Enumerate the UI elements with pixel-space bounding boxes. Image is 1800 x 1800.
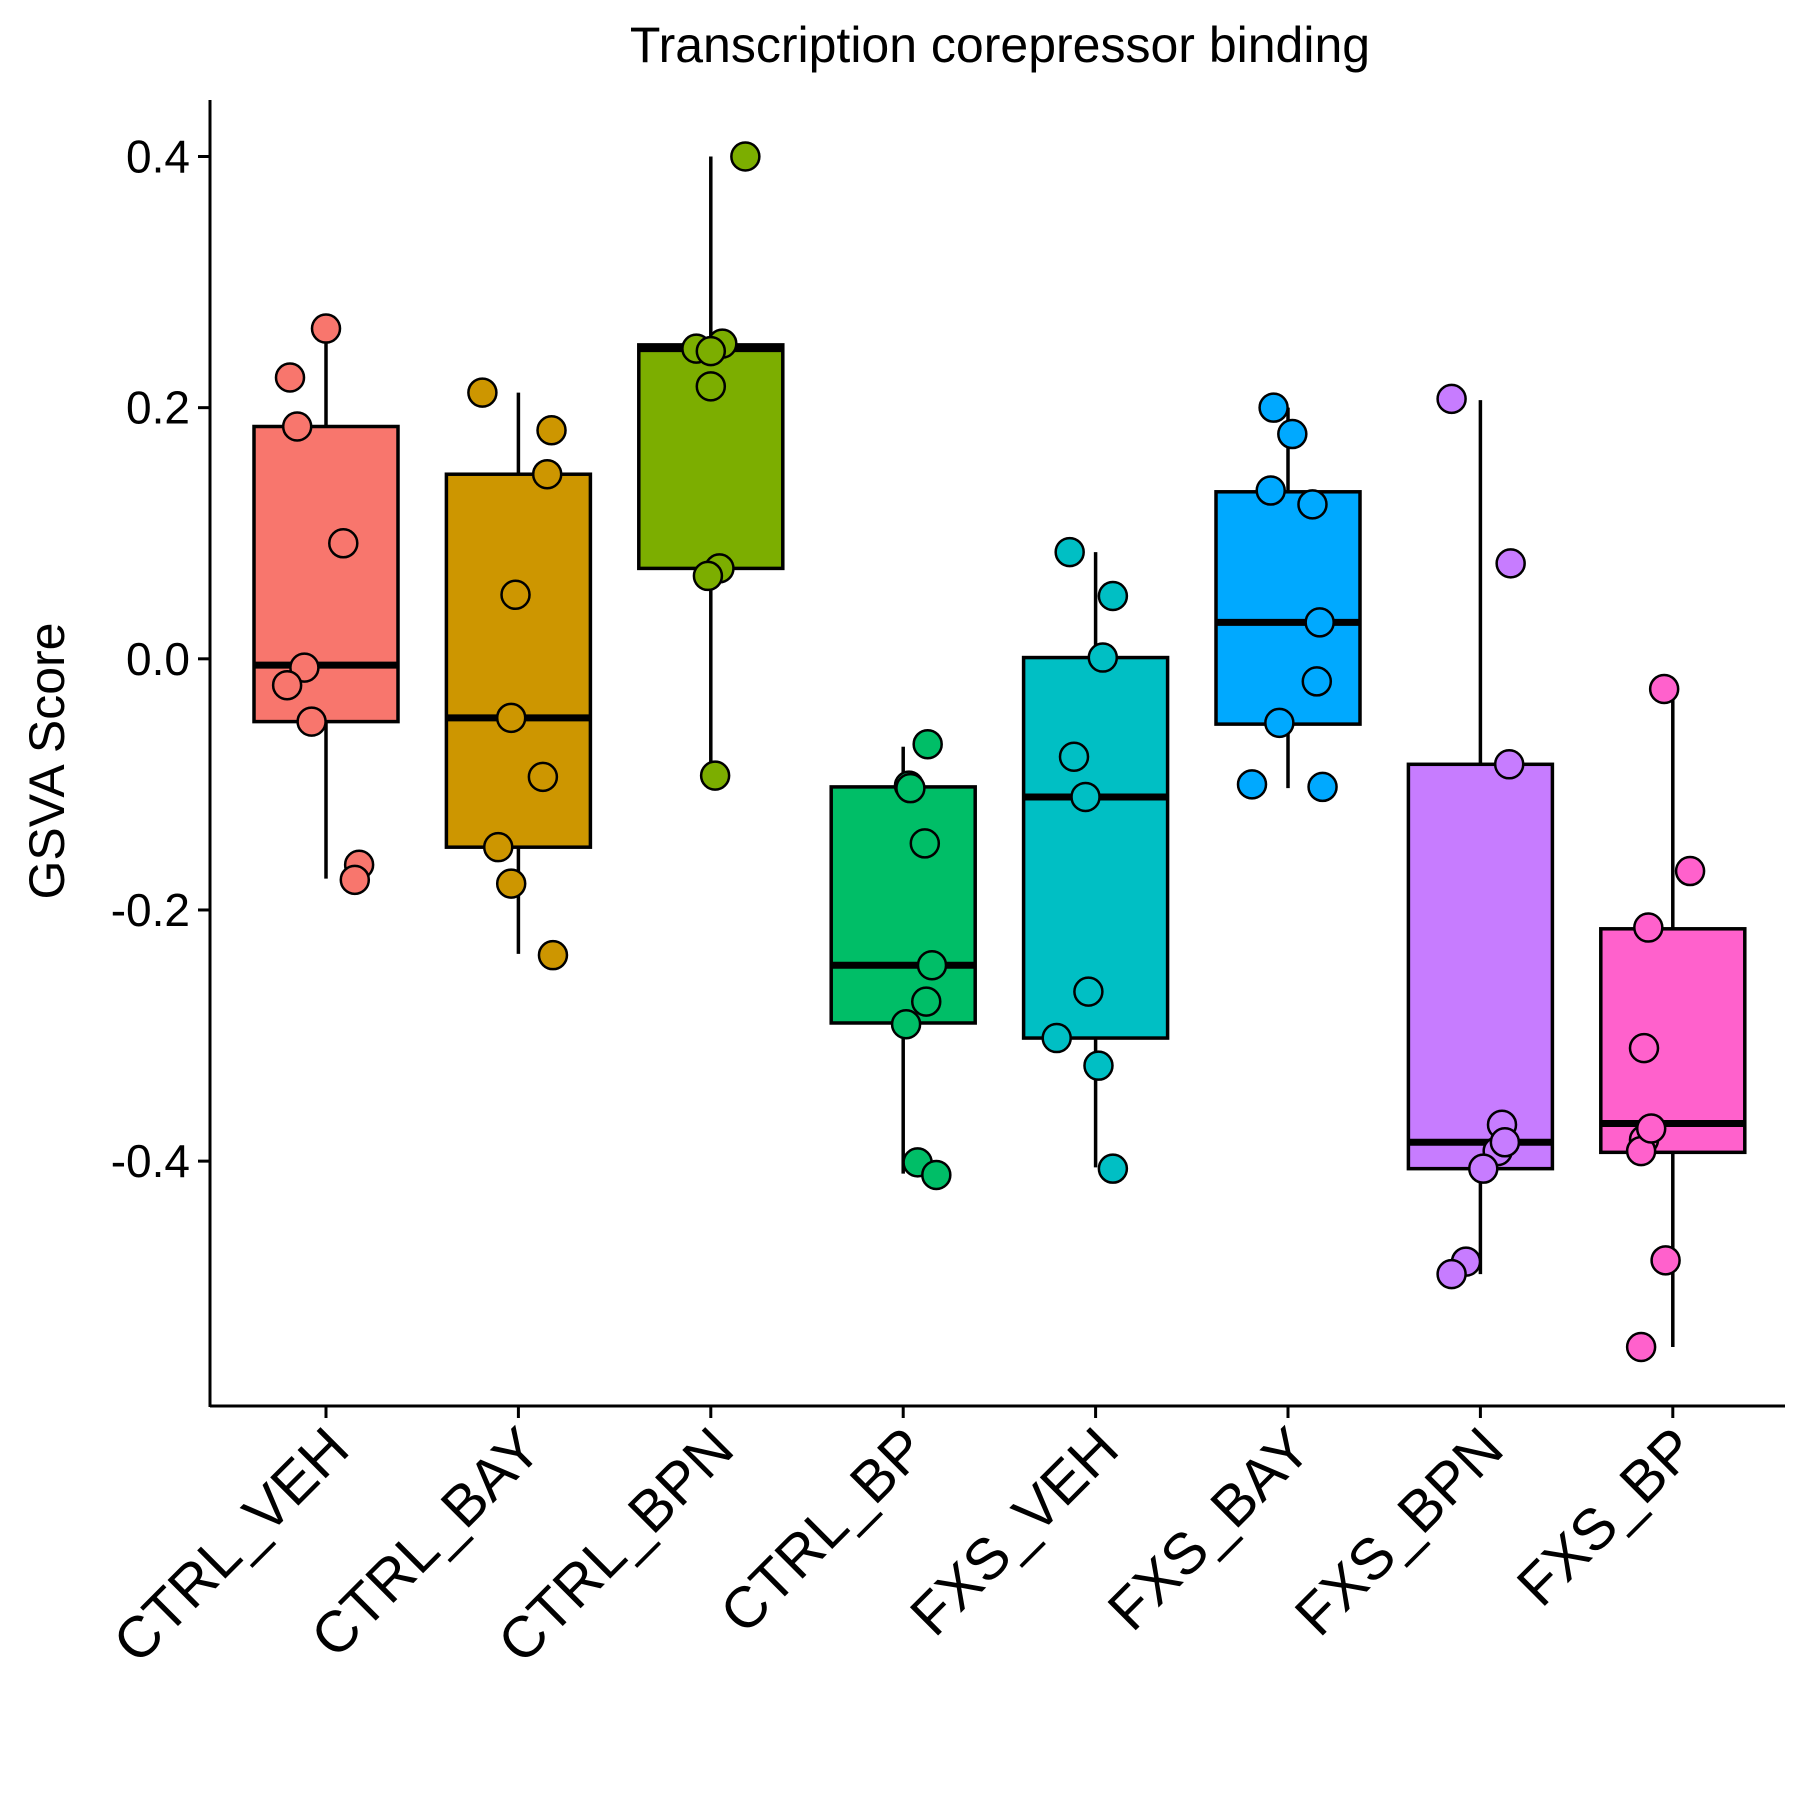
box-iqr (444, 472, 593, 849)
data-point (1087, 642, 1119, 673)
x-axis-ticks: CTRL_VEHCTRL_BAYCTRL_BPNCTRL_BPFXS_VEHFX… (101, 1406, 1708, 1675)
data-point (695, 335, 727, 367)
data-point (895, 772, 926, 804)
points-ctrl-bpn (681, 141, 761, 791)
box-fxs-veh (1021, 552, 1170, 1168)
data-point (1277, 418, 1308, 450)
box-iqr (1214, 490, 1362, 726)
data-point (1264, 707, 1295, 739)
box-iqr (1406, 762, 1555, 1171)
data-point (1650, 1245, 1681, 1276)
data-point (531, 458, 563, 490)
data-point (274, 362, 306, 393)
box-fxs-bay (1214, 407, 1362, 789)
data-point (1097, 580, 1129, 612)
data-point (1041, 1022, 1072, 1054)
data-point (909, 828, 941, 859)
box-iqr (1021, 655, 1170, 1040)
data-point (281, 411, 313, 442)
data-point (1625, 1331, 1657, 1363)
data-point (1070, 781, 1101, 813)
data-point (1628, 1032, 1660, 1064)
data-point (1648, 673, 1680, 705)
chart-title: Transcription corepressor binding (630, 17, 1370, 73)
data-point (495, 702, 527, 734)
data-point (1255, 475, 1286, 506)
points-fxs-bp (1625, 673, 1706, 1363)
y-tick-label: 0.4 (126, 131, 190, 183)
data-point (692, 560, 724, 592)
data-point (912, 728, 943, 760)
data-point (1468, 1153, 1499, 1184)
data-point (695, 371, 727, 402)
y-axis-ticks: -0.4 -0.2 0.0 0.2 0.4 (111, 131, 210, 1187)
data-point (699, 760, 731, 791)
data-point (1297, 489, 1328, 520)
data-point (1236, 769, 1268, 800)
box-fxs-bp (1599, 699, 1747, 1347)
data-point (890, 1008, 922, 1040)
data-point (1635, 1113, 1667, 1144)
y-tick-label: 0.0 (126, 633, 190, 685)
points-ctrl-bay (467, 377, 569, 971)
box-fxs-bpn (1406, 400, 1555, 1275)
points-ctrl-bp (890, 728, 952, 1191)
data-point (482, 831, 514, 863)
box-iqr (1599, 927, 1747, 1155)
data-point (1058, 741, 1090, 773)
data-point (1073, 976, 1104, 1007)
points-fxs-veh (1041, 536, 1129, 1184)
points-fxs-bpn (1436, 383, 1526, 1290)
axes (208, 100, 1785, 1408)
data-point (1633, 912, 1664, 943)
y-tick-label: -0.4 (111, 1135, 190, 1187)
data-point (1258, 392, 1289, 423)
point-layer (271, 141, 1706, 1363)
data-point (1495, 548, 1526, 579)
data-point (500, 579, 531, 611)
data-point (527, 761, 559, 793)
data-point (271, 669, 303, 701)
data-point (328, 528, 359, 559)
data-point (1054, 536, 1085, 568)
x-tick-label: FXS_BPN (1283, 1415, 1516, 1648)
data-point (916, 949, 948, 981)
data-point (1436, 383, 1467, 415)
data-point (495, 868, 527, 899)
box-ctrl-bpn (637, 156, 785, 776)
x-tick-label: FXS_VEH (898, 1415, 1131, 1648)
data-point (1489, 1127, 1521, 1158)
data-point (1083, 1050, 1114, 1081)
data-point (1097, 1153, 1129, 1184)
y-tick-label: -0.2 (111, 884, 190, 936)
data-point (910, 986, 942, 1017)
box-iqr (829, 785, 977, 1025)
data-point (310, 313, 342, 344)
data-point (1301, 666, 1333, 697)
box-iqr (252, 424, 400, 724)
data-point (1674, 855, 1706, 887)
data-point (467, 377, 498, 408)
y-tick-label: 0.2 (126, 382, 190, 434)
points-fxs-bay (1236, 392, 1338, 803)
data-point (339, 864, 371, 896)
data-point (537, 939, 569, 971)
y-axis-label: GSVA Score (19, 623, 75, 900)
x-tick-label: FXS_BP (1505, 1415, 1708, 1618)
x-tick-label: CTRL_BP (708, 1415, 939, 1646)
box-ctrl-bay (444, 392, 593, 954)
box-ctrl-veh (252, 326, 400, 879)
data-point (536, 415, 567, 446)
box-ctrl-bp (829, 746, 977, 1174)
data-point (921, 1159, 952, 1191)
box-layer (252, 156, 1747, 1347)
data-point (1304, 607, 1335, 638)
points-ctrl-veh (271, 313, 375, 896)
data-point (730, 141, 761, 172)
data-point (1307, 771, 1338, 803)
data-point (1493, 749, 1525, 780)
data-point (1436, 1258, 1467, 1290)
data-point (296, 706, 327, 737)
